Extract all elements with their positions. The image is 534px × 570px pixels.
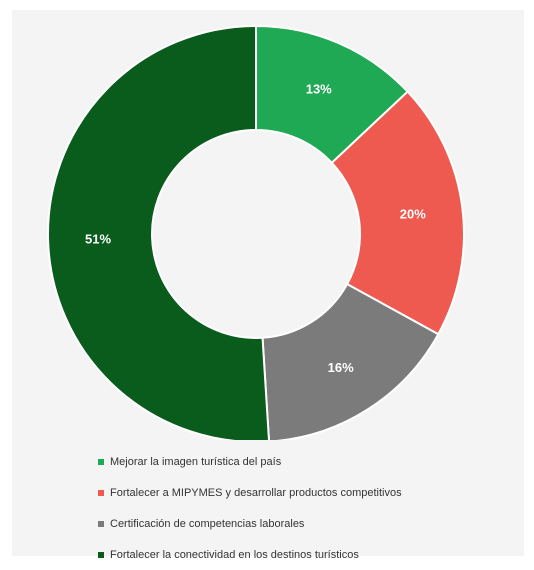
legend-item-certificacion: Certificación de competencias laborales: [98, 508, 518, 539]
slice-label-imagen-turistica: 13%: [306, 81, 332, 96]
legend-label-conectividad: Fortalecer la conectividad en los destin…: [110, 548, 359, 561]
slice-label-conectividad: 51%: [85, 231, 111, 246]
legend-label-imagen-turistica: Mejorar la imagen turística del país: [110, 455, 282, 468]
chart-legend: Mejorar la imagen turística del país For…: [98, 446, 518, 570]
donut-slice-certificacion: [261, 282, 440, 440]
donut-slice-mipymes: [330, 90, 465, 336]
legend-label-mipymes: Fortalecer a MIPYMES y desarrollar produ…: [110, 486, 402, 499]
donut-slice-conectividad: [47, 24, 270, 440]
donut-chart: 13% 20% 16% 51%: [47, 24, 465, 440]
legend-swatch-imagen-turistica: [98, 458, 104, 465]
legend-label-certificacion: Certificación de competencias laborales: [110, 517, 305, 530]
legend-item-mipymes: Fortalecer a MIPYMES y desarrollar produ…: [98, 477, 518, 508]
donut-slice-imagen-turistica: [255, 24, 410, 165]
legend-swatch-mipymes: [98, 489, 104, 496]
slice-label-mipymes: 20%: [400, 207, 426, 222]
legend-item-imagen-turistica: Mejorar la imagen turística del país: [98, 446, 518, 477]
chart-panel: 13% 20% 16% 51% Mejorar la imagen turística…: [12, 10, 524, 561]
legend-item-conectividad: Fortalecer la conectividad en los destin…: [98, 539, 518, 570]
legend-swatch-certificacion: [98, 520, 104, 527]
slice-label-certificacion: 16%: [328, 360, 354, 375]
legend-swatch-conectividad: [98, 551, 104, 558]
